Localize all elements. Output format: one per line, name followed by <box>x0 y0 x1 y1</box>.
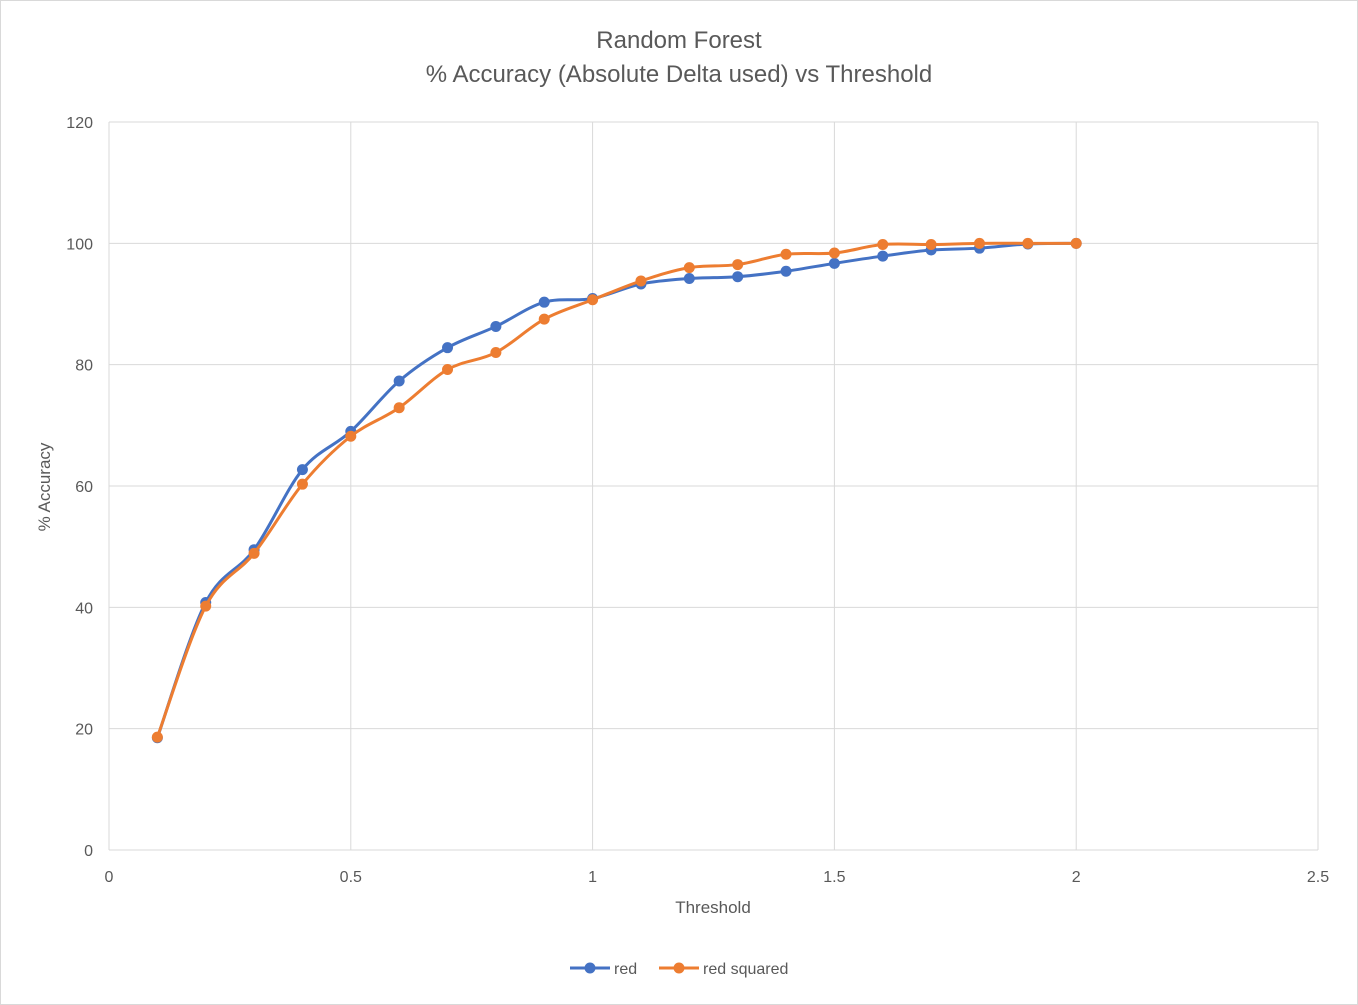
y-tick-label: 80 <box>75 358 93 375</box>
x-tick-label: 2 <box>1072 869 1081 886</box>
x-tick-label: 0.5 <box>340 869 362 886</box>
data-point-red[interactable] <box>296 464 308 476</box>
x-axis-title: Threshold <box>675 898 751 917</box>
data-point-red-squared[interactable] <box>973 237 985 249</box>
data-point-red[interactable] <box>538 296 550 308</box>
y-axis-title: % Accuracy <box>35 442 54 531</box>
series-line-red-squared <box>155 241 1078 739</box>
data-point-red-squared[interactable] <box>442 364 454 376</box>
data-point-red-squared[interactable] <box>248 547 260 559</box>
data-point-red[interactable] <box>732 271 744 283</box>
data-point-red-squared[interactable] <box>828 247 840 259</box>
data-point-red-squared[interactable] <box>780 248 792 260</box>
legend-item-red[interactable]: red <box>570 961 637 978</box>
legend-marker-red-squared <box>673 962 685 974</box>
data-point-red-squared[interactable] <box>587 294 599 306</box>
y-tick-label: 120 <box>66 115 93 132</box>
data-point-red[interactable] <box>828 257 840 269</box>
data-point-red-squared[interactable] <box>877 239 889 251</box>
y-tick-label: 100 <box>66 236 93 253</box>
data-point-red-squared[interactable] <box>1070 237 1082 249</box>
legend-label-red: red <box>614 961 637 978</box>
legend[interactable]: red red squared <box>570 961 788 978</box>
data-point-red[interactable] <box>442 342 454 354</box>
data-point-red-squared[interactable] <box>538 313 550 325</box>
data-point-red[interactable] <box>393 375 405 387</box>
data-point-red-squared[interactable] <box>635 275 647 287</box>
series-group <box>151 237 1082 744</box>
series-red <box>151 237 1082 744</box>
gridlines <box>108 121 1319 851</box>
data-point-red-squared[interactable] <box>200 600 212 612</box>
chart-title: Random Forest <box>596 27 762 54</box>
data-point-red-squared[interactable] <box>393 402 405 414</box>
y-tick-label: 40 <box>75 600 93 617</box>
data-point-red-squared[interactable] <box>732 259 744 271</box>
y-tick-label: 20 <box>75 722 93 739</box>
data-point-red[interactable] <box>877 250 889 262</box>
data-point-red[interactable] <box>490 320 502 332</box>
y-tick-label: 60 <box>75 479 93 496</box>
legend-label-red-squared: red squared <box>703 961 788 978</box>
data-point-red[interactable] <box>683 273 695 285</box>
x-tick-label: 2.5 <box>1307 869 1329 886</box>
series-line-red <box>155 241 1078 740</box>
series-red-squared <box>151 237 1082 743</box>
data-point-red-squared[interactable] <box>1022 237 1034 249</box>
data-point-red-squared[interactable] <box>296 478 308 490</box>
data-point-red-squared[interactable] <box>683 262 695 274</box>
legend-marker-red <box>584 962 596 974</box>
data-point-red-squared[interactable] <box>925 239 937 251</box>
x-tick-label: 0 <box>105 869 114 886</box>
tick-labels: 0 20 40 60 80 100 120 0 0.5 1 1.5 2 2.5 <box>66 115 1329 886</box>
x-tick-label: 1 <box>588 869 597 886</box>
data-point-red-squared[interactable] <box>490 347 502 359</box>
x-tick-label: 1.5 <box>823 869 845 886</box>
data-point-red-squared[interactable] <box>151 731 163 743</box>
data-point-red[interactable] <box>780 265 792 277</box>
y-tick-label: 0 <box>84 843 93 860</box>
data-point-red-squared[interactable] <box>345 430 357 442</box>
chart-subtitle: % Accuracy (Absolute Delta used) vs Thre… <box>426 61 932 88</box>
legend-item-red-squared[interactable]: red squared <box>659 961 788 978</box>
